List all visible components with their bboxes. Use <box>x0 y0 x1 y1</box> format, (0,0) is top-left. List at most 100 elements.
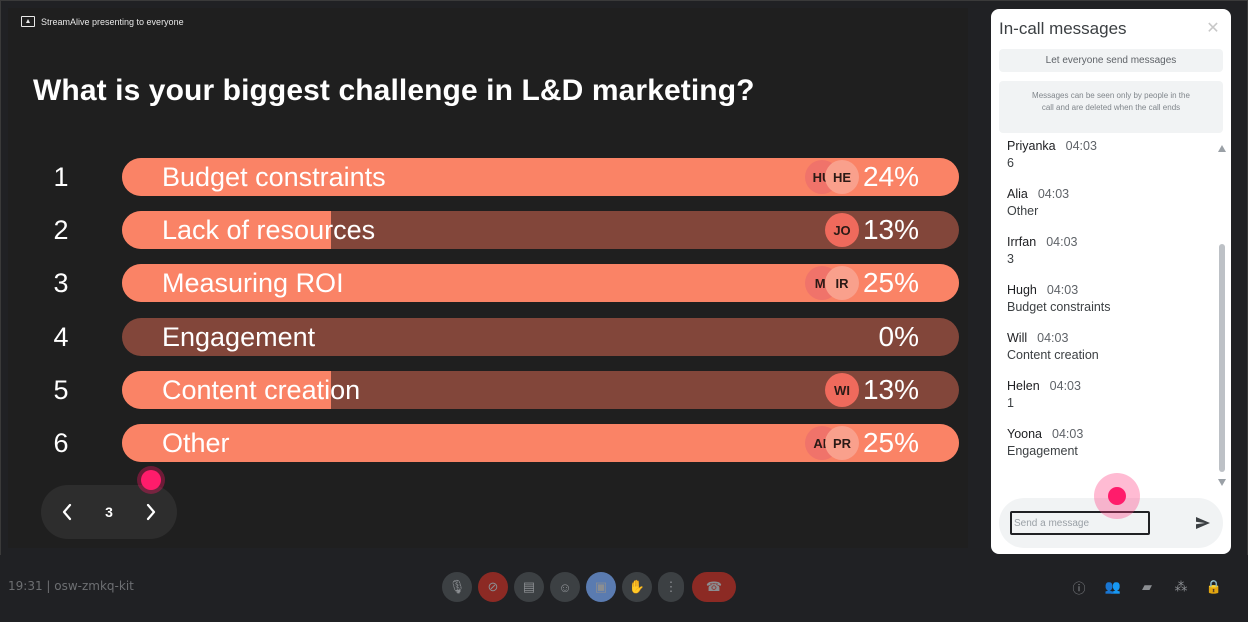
next-slide-button[interactable] <box>139 500 163 524</box>
poll-option-row: 1 Budget constraints HU HE 24% <box>8 158 968 196</box>
option-bar: Lack of resources JO 13% <box>122 211 959 249</box>
message-composer <box>999 498 1223 548</box>
voter-avatars: MI IR <box>805 266 859 300</box>
chat-message: Priyanka 04:03 6 <box>1007 139 1207 187</box>
voter-avatar: WI <box>825 373 859 407</box>
present-button[interactable]: ▣ <box>586 572 616 602</box>
more-options-button[interactable]: ⋮ <box>658 572 684 602</box>
option-percent: 0% <box>878 321 919 352</box>
scroll-up-arrow[interactable] <box>1218 145 1226 152</box>
message-sender: Irrfan <box>1007 235 1037 249</box>
presenting-text: StreamAlive presenting to everyone <box>41 16 184 27</box>
voter-avatar: IR <box>825 266 859 300</box>
send-button[interactable] <box>1191 511 1215 535</box>
poll-option-row: 5 Content creation WI 13% <box>8 371 968 409</box>
chat-message: Helen 04:03 1 <box>1007 379 1207 427</box>
camera-off-icon: ⊘ <box>487 579 499 594</box>
leave-call-button[interactable]: ☎ <box>692 572 736 602</box>
message-sender: Hugh <box>1007 283 1037 297</box>
click-indicator <box>1094 473 1140 519</box>
message-time: 04:03 <box>1046 283 1079 297</box>
chat-title: In-call messages <box>999 19 1127 38</box>
chat-message: Hugh 04:03 Budget constraints <box>1007 283 1207 331</box>
option-number: 3 <box>53 268 69 298</box>
message-time: 04:03 <box>1049 379 1081 393</box>
option-bar: Measuring ROI MI IR 25% <box>122 264 959 302</box>
message-text: Budget constraints <box>1007 300 1111 314</box>
chat-message: Irrfan 04:03 3 <box>1007 235 1207 283</box>
poll-option-row: 4 Engagement 0% <box>8 318 968 356</box>
message-time: 04:03 <box>1046 235 1078 249</box>
message-text: 1 <box>1007 396 1014 410</box>
voter-avatars: HU HE <box>805 160 859 194</box>
previous-slide-button[interactable] <box>55 500 79 524</box>
people-icon[interactable]: 👥 <box>1104 579 1122 594</box>
poll-option-row: 3 Measuring ROI MI IR 25% <box>8 264 968 302</box>
emoji-icon: ☺ <box>558 579 572 595</box>
voter-avatar: JO <box>825 213 859 247</box>
chat-message: Alia 04:03 Other <box>1007 187 1207 235</box>
chat-info-notice: Messages can be seen only by people in t… <box>999 81 1223 133</box>
message-sender: Alia <box>1007 187 1028 201</box>
message-text: 3 <box>1007 252 1014 266</box>
option-percent: 24% <box>862 161 919 192</box>
hang-up-icon: ☎ <box>705 579 723 594</box>
voter-avatars: AL PR <box>805 426 859 460</box>
let-everyone-send-toggle[interactable]: Let everyone send messages <box>999 49 1223 72</box>
voter-avatars: JO <box>825 213 859 247</box>
captions-button[interactable]: ▤ <box>514 572 544 602</box>
slide-number: 3 <box>105 504 113 520</box>
captions-icon: ▤ <box>522 579 536 594</box>
scroll-down-arrow[interactable] <box>1218 479 1226 486</box>
chevron-left-icon <box>62 503 72 521</box>
option-label: Engagement <box>162 322 316 352</box>
chat-message: Yoona 04:03 Engagement <box>1007 427 1207 475</box>
option-bar: Engagement 0% <box>122 318 959 356</box>
message-list: Priyanka 04:03 6 Alia 04:03 Other Irrfan 04:03 3… <box>1007 139 1207 475</box>
send-message-input[interactable] <box>1010 511 1150 535</box>
close-icon[interactable]: ✕ <box>1206 20 1220 37</box>
voter-avatars: WI <box>825 373 859 407</box>
present-screen-icon <box>21 16 35 27</box>
raise-hand-button[interactable]: ✋ <box>622 572 652 602</box>
option-percent: 13% <box>862 374 919 405</box>
message-text: Engagement <box>1007 444 1078 458</box>
chat-icon[interactable]: ▰ <box>1142 579 1152 594</box>
message-text: Content creation <box>1007 348 1099 362</box>
option-percent: 25% <box>862 427 919 458</box>
option-label: Lack of resources <box>162 215 376 245</box>
chat-message: Will 04:03 Content creation <box>1007 331 1207 379</box>
microphone-button[interactable]: 🎙 <box>442 572 472 602</box>
chevron-right-icon <box>146 503 156 521</box>
message-sender: Helen <box>1007 379 1040 393</box>
poll-question: What is your biggest challenge in L&D ma… <box>33 74 755 107</box>
chat-panel: In-call messages ✕ Let everyone send mes… <box>991 9 1231 554</box>
message-text: Other <box>1007 204 1039 218</box>
meeting-details-icon[interactable]: ⓘ <box>1072 580 1086 596</box>
meeting-info: 19:31 | osw-zmkq-kit <box>8 579 134 593</box>
option-percent: 25% <box>862 267 919 298</box>
option-number: 5 <box>53 375 69 405</box>
scrollbar-thumb[interactable] <box>1219 244 1225 472</box>
slide-pager: 3 <box>41 485 177 539</box>
message-sender: Will <box>1007 331 1028 345</box>
poll-option-row: 6 Other AL PR 25% <box>8 424 968 462</box>
message-text: 6 <box>1007 156 1014 170</box>
message-time: 04:03 <box>1065 139 1097 153</box>
option-number: 1 <box>53 162 69 192</box>
host-controls-icon[interactable]: 🔒 <box>1205 579 1223 594</box>
option-label: Content creation <box>162 375 361 405</box>
send-icon <box>1196 517 1210 529</box>
present-icon: ▣ <box>594 579 608 594</box>
click-indicator <box>137 466 165 494</box>
reactions-button[interactable]: ☺ <box>550 572 580 602</box>
option-number: 2 <box>53 215 69 245</box>
option-number: 4 <box>53 322 69 352</box>
option-bar: Content creation WI 13% <box>122 371 959 409</box>
message-time: 04:03 <box>1037 187 1070 201</box>
more-vert-icon: ⋮ <box>664 579 678 594</box>
camera-button[interactable]: ⊘ <box>478 572 508 602</box>
hand-icon: ✋ <box>628 579 646 594</box>
option-bar: Other AL PR 25% <box>122 424 959 462</box>
activities-icon[interactable]: ⁂ <box>1174 579 1188 594</box>
